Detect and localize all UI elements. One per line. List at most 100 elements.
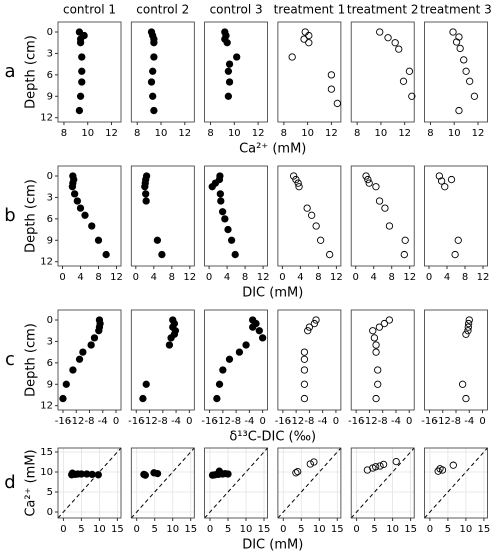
point <box>449 461 457 469</box>
x-tick-label: 10 <box>448 128 461 139</box>
y-tick-label: 3 <box>47 336 53 347</box>
point <box>462 67 470 75</box>
x-axis-label: DIC (mM) <box>242 286 303 301</box>
x-tick-label: 8 <box>281 128 287 139</box>
point <box>333 99 341 108</box>
point <box>142 197 150 205</box>
point <box>458 380 467 388</box>
point <box>224 92 233 100</box>
x-tick-label: 10 <box>375 128 388 139</box>
point <box>364 175 372 184</box>
point <box>139 394 147 403</box>
point <box>301 28 309 36</box>
y-tick-label: 12 <box>40 401 53 412</box>
point <box>372 463 380 471</box>
point <box>300 394 309 403</box>
point <box>78 67 86 75</box>
point <box>372 183 380 191</box>
x-tick-label: 12 <box>257 272 270 283</box>
x-tick-label: 8 <box>169 272 175 283</box>
point <box>385 222 394 230</box>
x-tick-label: 8 <box>242 272 248 283</box>
column-title: treatment 2 <box>347 3 419 17</box>
point <box>379 460 388 469</box>
x-tick-label: 15 <box>404 524 417 535</box>
y-axis-label: Ca²⁺ (mM) <box>24 449 39 516</box>
column-title: control 2 <box>136 3 189 17</box>
panel-frame <box>204 21 269 123</box>
point <box>454 236 462 244</box>
x-tick-label: 5 <box>445 524 451 535</box>
panel-frame <box>424 21 488 123</box>
x-tick-label: 5 <box>225 524 231 535</box>
point <box>460 56 468 64</box>
point <box>307 211 316 219</box>
y-tick-label: 6 <box>47 214 53 225</box>
point <box>147 78 156 86</box>
point <box>470 92 479 100</box>
point <box>87 341 95 349</box>
point <box>384 34 392 42</box>
panel-frame <box>350 309 415 411</box>
point <box>95 327 103 335</box>
point <box>217 197 225 205</box>
panel-frame <box>277 447 342 519</box>
point <box>374 366 382 374</box>
point <box>370 334 379 342</box>
point <box>255 327 263 335</box>
y-axis-label: Depth (cm) <box>24 35 39 109</box>
one-to-one-line <box>130 447 195 519</box>
point <box>376 462 384 470</box>
point <box>81 211 89 219</box>
point <box>435 172 443 180</box>
x-axis-label: DIC (mM) <box>242 538 303 553</box>
x-tick-label: 10 <box>386 524 399 535</box>
point <box>294 179 302 187</box>
point <box>158 250 166 259</box>
point <box>225 78 234 86</box>
x-tick-label: 10 <box>81 128 94 139</box>
point <box>464 327 472 335</box>
x-tick-label: -16 <box>201 416 217 427</box>
point <box>441 183 449 191</box>
point <box>392 457 400 466</box>
point <box>327 71 336 79</box>
row-label: d <box>4 472 15 493</box>
column-title: control 1 <box>63 3 116 17</box>
point <box>316 236 325 244</box>
point <box>215 380 224 388</box>
x-tick-label: 5 <box>298 524 304 535</box>
y-tick-label: 6 <box>47 70 53 81</box>
x-tick-label: 0 <box>427 524 433 535</box>
point <box>213 394 221 403</box>
x-tick-label: 0 <box>60 524 66 535</box>
point <box>75 106 84 115</box>
point <box>300 380 309 388</box>
x-tick-label: 0 <box>134 524 140 535</box>
point <box>400 250 408 259</box>
point <box>75 28 84 36</box>
point <box>141 183 149 191</box>
point <box>242 341 250 349</box>
point <box>142 380 150 388</box>
x-tick-label: -4 <box>318 416 328 427</box>
point <box>449 28 457 36</box>
x-tick-label: 0 <box>353 524 359 535</box>
point <box>437 177 446 185</box>
point <box>90 334 99 342</box>
x-tick-label: 4 <box>297 272 303 283</box>
x-tick-label: 10 <box>155 128 168 139</box>
x-tick-label: 12 <box>178 128 191 139</box>
x-tick-label: -8 <box>231 416 241 427</box>
x-tick-label: -16 <box>348 416 364 427</box>
point <box>153 469 162 478</box>
point <box>150 53 158 61</box>
point <box>381 204 389 212</box>
x-tick-label: 0 <box>426 272 432 283</box>
point <box>292 469 300 477</box>
point <box>325 250 334 259</box>
point <box>231 250 239 259</box>
one-to-one-line <box>350 447 415 519</box>
x-tick-label: -4 <box>171 416 181 427</box>
x-tick-label: -8 <box>304 416 314 427</box>
